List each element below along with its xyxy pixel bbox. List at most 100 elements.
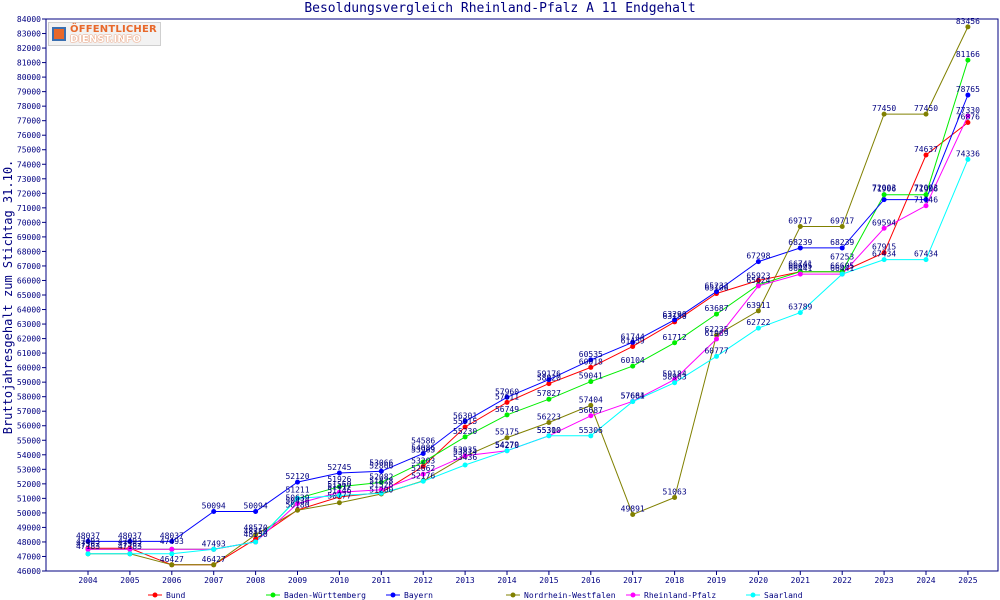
data-label: 53935	[453, 446, 477, 455]
legend-label: Nordrhein-Westfalen	[524, 591, 616, 600]
x-tick-label: 2021	[791, 576, 810, 585]
y-axis-label: Bruttojahresgehalt zum Stichtag 31.10.	[1, 160, 15, 435]
data-point	[546, 377, 552, 383]
y-tick-label: 82000	[17, 44, 41, 53]
data-label: 55230	[453, 427, 477, 436]
data-label: 81166	[956, 50, 980, 59]
logo-text-line1: ÖFFENTLICHER	[70, 24, 157, 35]
data-label: 57404	[579, 395, 603, 404]
data-point	[923, 257, 929, 263]
data-label: 77450	[914, 104, 938, 113]
x-tick-label: 2025	[958, 576, 977, 585]
data-point	[546, 396, 552, 402]
data-point	[462, 453, 468, 459]
data-point	[714, 289, 719, 295]
data-label: 67253	[830, 252, 854, 261]
x-tick-label: 2015	[539, 576, 558, 585]
x-tick-label: 2007	[204, 576, 223, 585]
data-label: 55300	[537, 426, 561, 435]
data-point	[378, 487, 384, 493]
data-point	[923, 192, 929, 198]
data-point	[378, 490, 384, 496]
data-label: 53814	[453, 447, 477, 456]
data-label: 47493	[160, 537, 184, 546]
logo-mark-icon	[52, 27, 66, 41]
series-line-1	[88, 60, 969, 550]
x-tick-label: 2022	[833, 576, 852, 585]
x-tick-label: 2005	[120, 576, 139, 585]
data-point	[253, 509, 259, 515]
data-label: 60535	[579, 350, 603, 359]
x-tick-label: 2006	[162, 576, 181, 585]
data-label: 52082	[369, 473, 393, 482]
data-point	[169, 538, 175, 544]
data-point	[420, 471, 426, 477]
data-point	[714, 332, 719, 338]
data-point	[839, 245, 845, 251]
y-tick-label: 47000	[17, 552, 41, 561]
y-tick-label: 65000	[17, 291, 41, 300]
data-labels: 4803747493475624718348037474934756247183…	[76, 17, 980, 564]
data-point	[672, 317, 678, 323]
data-label: 59041	[579, 372, 603, 381]
data-point	[169, 562, 175, 568]
data-point	[295, 507, 300, 513]
axes	[45, 18, 999, 572]
data-point	[630, 343, 636, 349]
data-label: 53963	[411, 445, 435, 454]
data-label: 63290	[663, 310, 687, 319]
data-point	[923, 197, 929, 203]
legend-marker	[270, 592, 276, 598]
y-tick-label: 75000	[17, 146, 41, 155]
data-label: 72003	[872, 183, 896, 192]
data-label: 51560	[327, 480, 351, 489]
data-label: 52866	[369, 461, 393, 470]
data-label: 74637	[914, 145, 938, 154]
y-tick-label: 48000	[17, 538, 41, 547]
data-point	[797, 245, 803, 251]
x-tick-label: 2004	[78, 576, 97, 585]
data-point	[588, 364, 594, 370]
y-tick-label: 80000	[17, 73, 41, 82]
x-tick-label: 2008	[246, 576, 265, 585]
data-label: 51828	[369, 476, 393, 485]
data-point	[295, 479, 300, 485]
data-point	[462, 424, 468, 430]
data-label: 67298	[746, 252, 770, 261]
data-label: 58963	[663, 373, 687, 382]
x-ticks: 2004 2005 2006 2007 2008 2009 2010 2011 2012 2013…	[78, 571, 978, 585]
y-tick-label: 76000	[17, 131, 41, 140]
series-line-4	[88, 115, 969, 550]
data-label: 47493	[76, 537, 100, 546]
data-point	[504, 435, 510, 441]
y-tick-label: 63000	[17, 320, 41, 329]
data-label: 62235	[704, 325, 728, 334]
data-point	[211, 562, 217, 568]
data-label: 57960	[495, 387, 519, 396]
x-tick-label: 2014	[497, 576, 516, 585]
data-point	[797, 310, 803, 316]
y-tick-label: 49000	[17, 523, 41, 532]
data-label: 68239	[788, 238, 812, 247]
data-label: 50777	[327, 492, 351, 501]
data-label: 67434	[914, 250, 938, 259]
data-label: 66441	[788, 264, 812, 273]
data-point	[462, 418, 468, 424]
data-point	[169, 546, 175, 552]
x-tick-label: 2010	[330, 576, 349, 585]
y-tick-label: 52000	[17, 480, 41, 489]
y-tick-label: 69000	[17, 233, 41, 242]
data-label: 52120	[285, 472, 309, 481]
data-label: 77450	[872, 104, 896, 113]
data-label: 71906	[914, 185, 938, 194]
data-label: 65624	[746, 276, 770, 285]
data-label: 48037	[160, 531, 184, 540]
data-point	[881, 225, 887, 231]
data-label: 55915	[453, 417, 477, 426]
data-label: 55306	[579, 426, 603, 435]
data-label: 57664	[621, 392, 645, 401]
legend-marker	[630, 592, 636, 598]
data-point	[714, 311, 719, 317]
y-tick-label: 62000	[17, 335, 41, 344]
